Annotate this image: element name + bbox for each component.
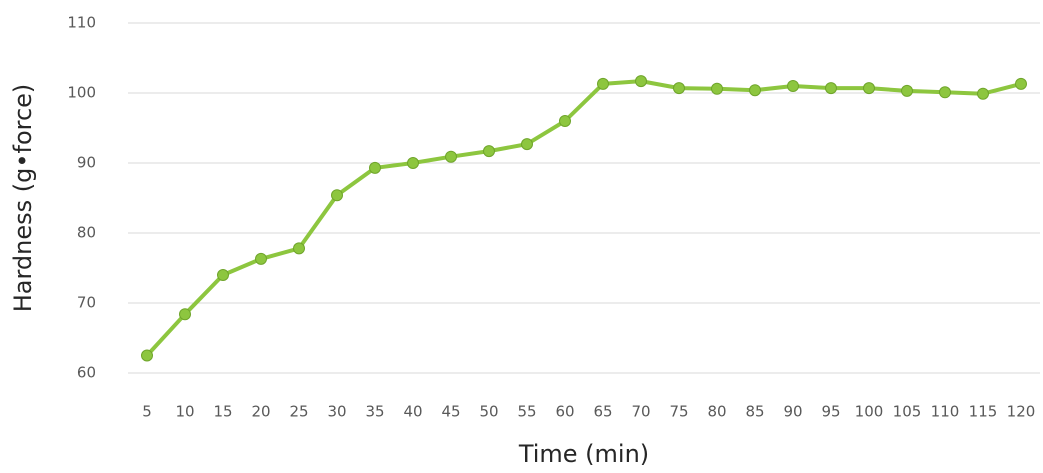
x-tick-label: 115	[969, 403, 998, 421]
data-point	[445, 150, 457, 163]
data-point	[597, 77, 609, 90]
data-point	[559, 115, 571, 127]
data-point	[749, 84, 761, 97]
x-tick-label: 80	[707, 403, 726, 421]
x-tick-label: 55	[517, 403, 536, 421]
x-tick-label: 100	[855, 403, 884, 421]
y-tick-label: 100	[67, 84, 96, 102]
x-tick-label: 120	[1007, 403, 1036, 421]
x-tick-label: 105	[893, 403, 922, 421]
data-point	[141, 349, 153, 362]
data-point	[635, 75, 647, 88]
data-point	[673, 82, 685, 95]
data-point	[787, 80, 799, 92]
y-tick-label: 70	[77, 294, 96, 312]
x-tick-label: 35	[365, 403, 384, 421]
data-point	[711, 82, 723, 95]
x-tick-label: 60	[555, 403, 574, 421]
x-tick-label: 10	[175, 403, 194, 421]
x-axis-title: Time (min)	[518, 440, 649, 468]
data-point	[1015, 77, 1027, 90]
y-tick-label: 110	[67, 14, 96, 32]
data-point	[521, 138, 533, 151]
data-point	[217, 269, 229, 281]
data-point	[483, 145, 495, 158]
x-tick-label: 15	[213, 403, 232, 421]
x-tick-label: 75	[669, 403, 688, 421]
x-tick-label: 50	[479, 403, 498, 421]
x-tick-label: 20	[251, 403, 270, 421]
y-tick-label: 80	[77, 224, 96, 242]
x-tick-label: 90	[783, 403, 802, 421]
y-axis-title: Hardness (g•force)	[9, 84, 37, 313]
x-tick-label: 85	[745, 403, 764, 421]
x-tick-label: 30	[327, 403, 346, 421]
x-tick-label: 95	[821, 403, 840, 421]
data-point	[977, 87, 989, 100]
x-tick-label: 5	[142, 403, 152, 421]
series-line	[145, 79, 1022, 357]
y-tick-label: 90	[77, 154, 96, 172]
data-point	[369, 161, 381, 174]
x-tick-label: 25	[289, 403, 308, 421]
x-tick-label: 65	[593, 403, 612, 421]
data-point	[293, 242, 305, 255]
data-point	[939, 86, 951, 99]
data-point	[407, 157, 419, 169]
data-point	[825, 82, 837, 95]
x-tick-label: 110	[931, 403, 960, 421]
x-tick-label: 70	[631, 403, 650, 421]
data-point	[863, 82, 875, 95]
data-point	[255, 252, 267, 265]
data-point	[901, 84, 913, 97]
x-tick-label: 40	[403, 403, 422, 421]
data-point	[331, 189, 343, 202]
data-point	[179, 308, 191, 321]
x-tick-label: 45	[441, 403, 460, 421]
y-tick-label: 60	[77, 364, 96, 382]
